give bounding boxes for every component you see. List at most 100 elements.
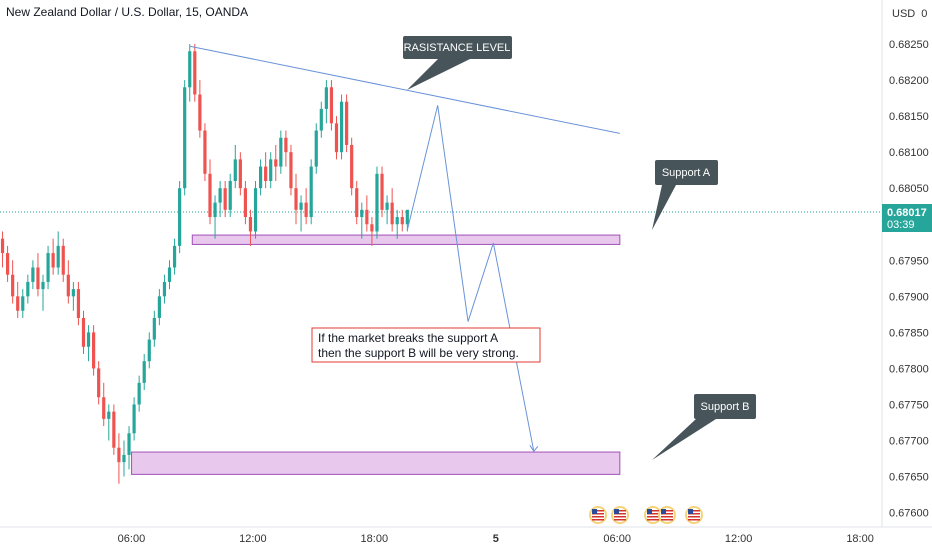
support-b-zone (131, 451, 621, 475)
time-axis-ticks: 06:00 12:00 18:00 5 06:00 12:00 18:00 (118, 533, 874, 545)
us-flag-icon[interactable] (611, 506, 629, 524)
candle (157, 289, 161, 326)
candle-body (0, 238, 5, 254)
candle-body (238, 159, 242, 189)
price-tick-label: 0.67650 (889, 472, 929, 484)
candle-body (193, 51, 197, 95)
candle-body (152, 317, 156, 340)
candle-body (223, 188, 227, 210)
candle (360, 202, 364, 239)
candle (345, 94, 349, 153)
flag-stripe (647, 513, 659, 515)
candle-body (11, 274, 15, 297)
candle (203, 123, 207, 181)
us-flag-icon[interactable] (658, 506, 676, 524)
price-tick-label: 0.67800 (889, 363, 929, 375)
candle-body (117, 447, 121, 463)
candle (97, 361, 101, 405)
candle (162, 274, 167, 304)
price-tick-label: 0.67700 (889, 436, 929, 448)
candle-body (147, 339, 151, 362)
candle (253, 181, 258, 239)
currency-code: USD (892, 8, 915, 20)
candle (71, 281, 75, 311)
candle (299, 195, 303, 232)
currency-selector[interactable]: USD 0 (888, 5, 927, 21)
candle (46, 245, 50, 290)
candle (127, 426, 131, 470)
candle-body (299, 202, 303, 210)
candle (294, 173, 298, 225)
current-price-tag: 0.68017 03:39 (882, 203, 932, 232)
candle (279, 130, 283, 174)
candle (36, 253, 40, 297)
candle-body (370, 224, 374, 232)
candle-body (107, 411, 111, 419)
flag-stripe (647, 516, 659, 518)
candle-body (41, 281, 45, 290)
flag-stripe (647, 510, 659, 512)
us-flag-icon[interactable] (589, 506, 607, 524)
candle (264, 152, 268, 189)
candle (274, 144, 278, 181)
candle (11, 260, 15, 304)
us-flag-icon[interactable] (685, 506, 703, 524)
flag-stripe (592, 519, 604, 521)
candle (375, 166, 379, 239)
candle (243, 181, 248, 225)
support-a-callout[interactable]: Support A (652, 160, 718, 230)
candle-body (208, 173, 212, 218)
candle-body (400, 217, 404, 225)
candle (112, 404, 116, 455)
us-flag-icon[interactable] (644, 506, 662, 524)
price-tick-label: 0.68050 (889, 183, 929, 195)
currency-suffix: 0 (921, 8, 927, 20)
candle (183, 80, 187, 196)
support-b-callout[interactable]: Support B (652, 394, 756, 460)
time-tick-label: 06:00 (603, 533, 631, 545)
support-b-label: Support B (701, 401, 750, 413)
resistance-callout[interactable]: RASISTANCE LEVEL (403, 36, 512, 90)
candle (329, 80, 334, 131)
resistance-label: RASISTANCE LEVEL (404, 42, 511, 54)
candle-body (137, 382, 141, 405)
candle (355, 181, 359, 225)
candle (107, 404, 111, 441)
candle-body (112, 411, 116, 448)
candle (132, 397, 136, 441)
candle (304, 188, 308, 225)
economic-events[interactable] (589, 506, 703, 524)
candle (31, 260, 35, 290)
price-tick-label: 0.68200 (889, 75, 929, 87)
support-zones (131, 234, 621, 475)
candles (0, 44, 409, 484)
candle-body (203, 130, 207, 174)
flag-canton (661, 509, 666, 514)
candle-body (284, 137, 288, 153)
candle (223, 181, 227, 218)
time-tick-label: 5 (493, 533, 499, 545)
candle-body (16, 296, 20, 311)
price-tick-label: 0.67600 (889, 508, 929, 520)
flag-stripe (592, 510, 604, 512)
projection-path (406, 105, 535, 452)
flag-stripe (614, 519, 626, 521)
flag-stripe (688, 513, 700, 515)
note-box[interactable]: If the market breaks the support A then … (311, 327, 541, 363)
candle (238, 152, 242, 196)
candle (178, 181, 182, 254)
candle-body (294, 188, 298, 210)
candle-body (172, 245, 177, 268)
candle (56, 231, 60, 275)
candle (339, 94, 344, 160)
candle (334, 116, 339, 160)
flag-stripe (688, 510, 700, 512)
price-tick-label: 0.67750 (889, 399, 929, 411)
price-tick-label: 0.67950 (889, 255, 929, 267)
candle-body (329, 87, 334, 124)
candle (142, 354, 146, 391)
candle-body (233, 159, 237, 181)
candle-body (365, 209, 369, 225)
candle-body (243, 188, 248, 218)
